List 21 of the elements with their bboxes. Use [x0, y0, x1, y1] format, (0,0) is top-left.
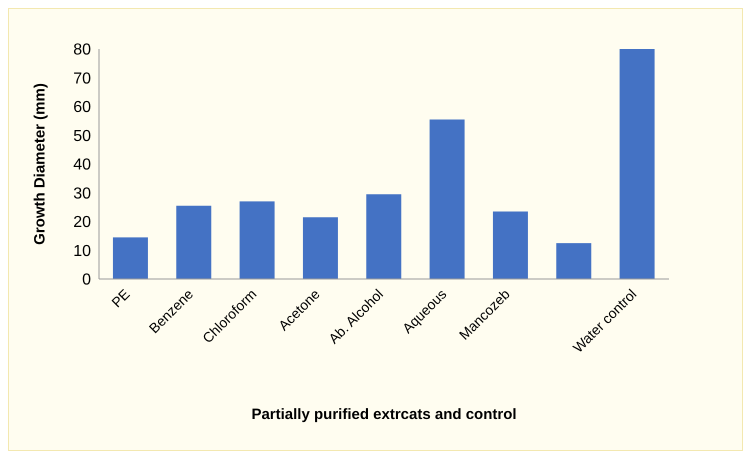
bar	[176, 206, 212, 279]
bar	[112, 237, 148, 279]
x-tick-label: PE	[108, 286, 133, 310]
y-tick-label: 20	[73, 214, 92, 232]
bar	[430, 119, 465, 279]
bar	[366, 194, 402, 279]
y-tick-label: 70	[73, 70, 92, 88]
y-tick-label: 80	[73, 42, 92, 59]
bar	[620, 49, 655, 279]
y-tick-label: 0	[82, 272, 92, 289]
bar	[556, 243, 592, 279]
x-axis-title: Partially purified extrcats and control	[251, 406, 517, 423]
y-tick-label: 30	[73, 185, 92, 202]
y-tick-label: 60	[73, 99, 92, 116]
y-tick-label: 40	[73, 156, 92, 174]
y-tick-label: 10	[73, 242, 92, 260]
bar	[302, 217, 338, 279]
bar	[240, 201, 275, 279]
bar	[492, 211, 528, 279]
y-tick-label: 50	[73, 128, 92, 145]
y-axis-title: Growth Diameter (mm)	[31, 83, 48, 245]
